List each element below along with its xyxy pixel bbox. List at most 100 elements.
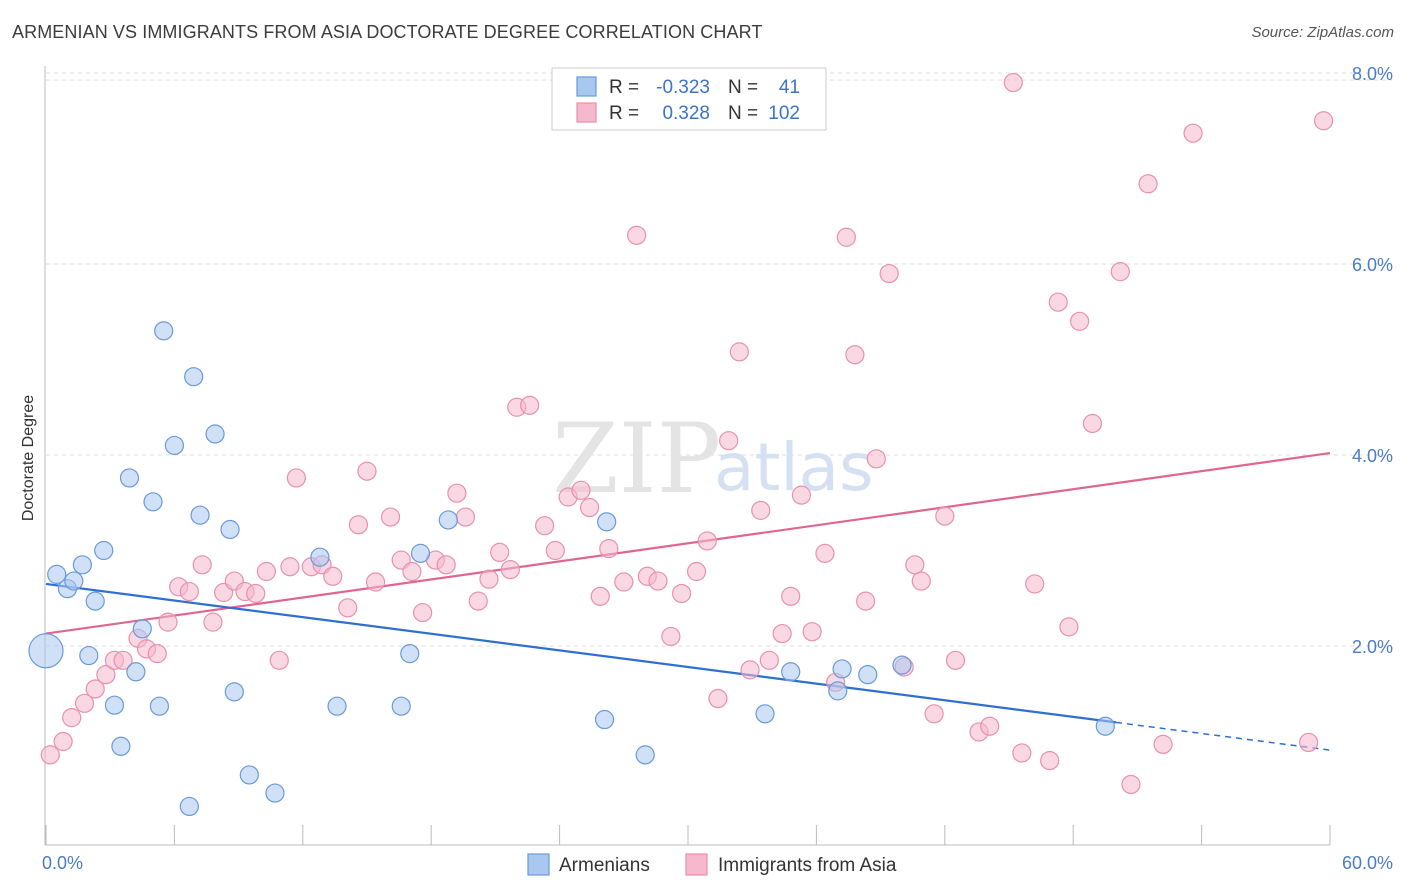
armenians-point-13	[143, 492, 163, 512]
armenians-point-11	[126, 662, 146, 682]
legend-r-label-armenians: R =	[609, 77, 639, 98]
trend-line-asia	[45, 452, 1331, 635]
legend-n-value-asia: 102	[768, 103, 800, 124]
legend-swatch-armenians	[576, 76, 597, 97]
armenians-point-0	[28, 633, 64, 669]
trend-line-armenians-extension	[1115, 721, 1331, 751]
asia-point-84	[980, 716, 1000, 736]
asia-point-23	[286, 468, 306, 488]
armenians-point-17	[179, 796, 199, 817]
asia-point-79	[911, 571, 931, 591]
asia-point-93	[1110, 262, 1130, 282]
asia-point-82	[945, 650, 966, 670]
armenians-point-1	[47, 564, 67, 584]
asia-point-70	[815, 543, 835, 563]
armenians-point-30	[438, 510, 458, 530]
asia-point-65	[759, 650, 779, 670]
asia-point-2	[62, 708, 82, 728]
asia-point-73	[845, 345, 865, 365]
bottom-legend: Armenians Immigrants from Asia	[527, 853, 897, 876]
asia-point-37	[447, 483, 467, 503]
bottom-legend-label-armenians: Armenians	[559, 855, 650, 876]
armenians-point-34	[755, 704, 775, 724]
asia-point-5	[96, 665, 116, 685]
armenians-point-23	[239, 765, 259, 785]
y-tick-label-3: 8.0%	[1352, 64, 1393, 84]
asia-point-19	[246, 583, 266, 604]
asia-point-26	[323, 566, 343, 586]
armenians-point-20	[205, 424, 225, 444]
asia-point-11	[158, 612, 178, 632]
asia-point-55	[648, 571, 668, 591]
asia-point-39	[468, 591, 488, 611]
armenians-point-18	[184, 367, 204, 387]
bottom-legend-swatch-armenians	[527, 853, 550, 876]
trend-lines	[45, 452, 1331, 751]
asia-point-62	[729, 342, 749, 362]
asia-point-59	[697, 531, 717, 551]
x-tick-label-min: 0.0%	[42, 853, 83, 873]
x-tick-label-max: 60.0%	[1342, 853, 1393, 873]
armenians-point-37	[832, 659, 852, 679]
legend: R = -0.323 N = 41 R = 0.328 N = 102	[551, 67, 827, 131]
armenians-point-38	[858, 665, 878, 685]
asia-point-96	[1153, 734, 1173, 754]
asia-point-86	[1012, 743, 1032, 763]
armenians-point-27	[391, 696, 411, 716]
asia-point-4	[85, 679, 105, 699]
asia-point-14	[192, 555, 212, 575]
armenians-point-7	[94, 540, 114, 561]
y-tick-label-1: 4.0%	[1352, 446, 1393, 466]
source-credit: Source: ZipAtlas.com	[1251, 24, 1394, 41]
y-axis-label: Doctorate Degree	[20, 395, 37, 521]
asia-point-29	[357, 461, 377, 481]
legend-n-label-asia: N =	[728, 103, 758, 124]
watermark: ZIP atlas	[552, 403, 874, 515]
asia-point-7	[113, 650, 133, 670]
armenians-point-6	[85, 591, 105, 611]
asia-point-92	[1082, 413, 1103, 434]
armenians-point-33	[635, 745, 655, 765]
armenians-point-3	[64, 571, 84, 591]
asia-point-45	[535, 516, 555, 536]
asia-point-42	[500, 559, 520, 580]
armenians-point-32	[597, 512, 617, 532]
asia-point-72	[836, 227, 856, 247]
chart-title: ARMENIAN VS IMMIGRANTS FROM ASIA DOCTORA…	[12, 22, 763, 42]
legend-n-value-armenians: 41	[779, 77, 800, 98]
armenians-point-5	[79, 645, 99, 666]
asia-point-31	[380, 507, 401, 527]
armenians-point-24	[265, 783, 285, 803]
asia-point-56	[661, 626, 681, 647]
legend-r-value-asia: 0.328	[662, 103, 710, 124]
gridlines	[46, 72, 1392, 647]
armenians-point-40	[1095, 716, 1115, 736]
asia-point-95	[1138, 174, 1158, 194]
asia-point-1	[53, 731, 73, 752]
asia-point-76	[879, 263, 899, 284]
asia-point-69	[802, 622, 822, 642]
asia-point-38	[455, 507, 476, 527]
asia-point-61	[719, 431, 739, 451]
armenians-point-36	[828, 681, 848, 701]
armenians-point-16	[164, 435, 184, 456]
asia-point-28	[348, 515, 369, 535]
trend-line-armenians	[45, 582, 1117, 724]
asia-point-46	[545, 540, 565, 561]
armenians-point-35	[781, 662, 801, 682]
armenians-point-28	[400, 644, 420, 664]
asia-point-89	[1048, 292, 1068, 312]
asia-point-49	[579, 497, 600, 518]
legend-r-value-armenians: -0.323	[656, 77, 710, 98]
armenians-point-22	[224, 682, 244, 702]
axes	[44, 66, 1331, 846]
asia-point-64	[751, 500, 771, 520]
asia-point-98	[1298, 732, 1319, 753]
asia-point-80	[924, 704, 944, 724]
y-tick-label-0: 2.0%	[1352, 637, 1393, 657]
legend-box	[551, 67, 827, 131]
asia-point-68	[791, 485, 812, 505]
armenians-point-9	[111, 736, 131, 756]
asia-point-51	[599, 538, 619, 559]
